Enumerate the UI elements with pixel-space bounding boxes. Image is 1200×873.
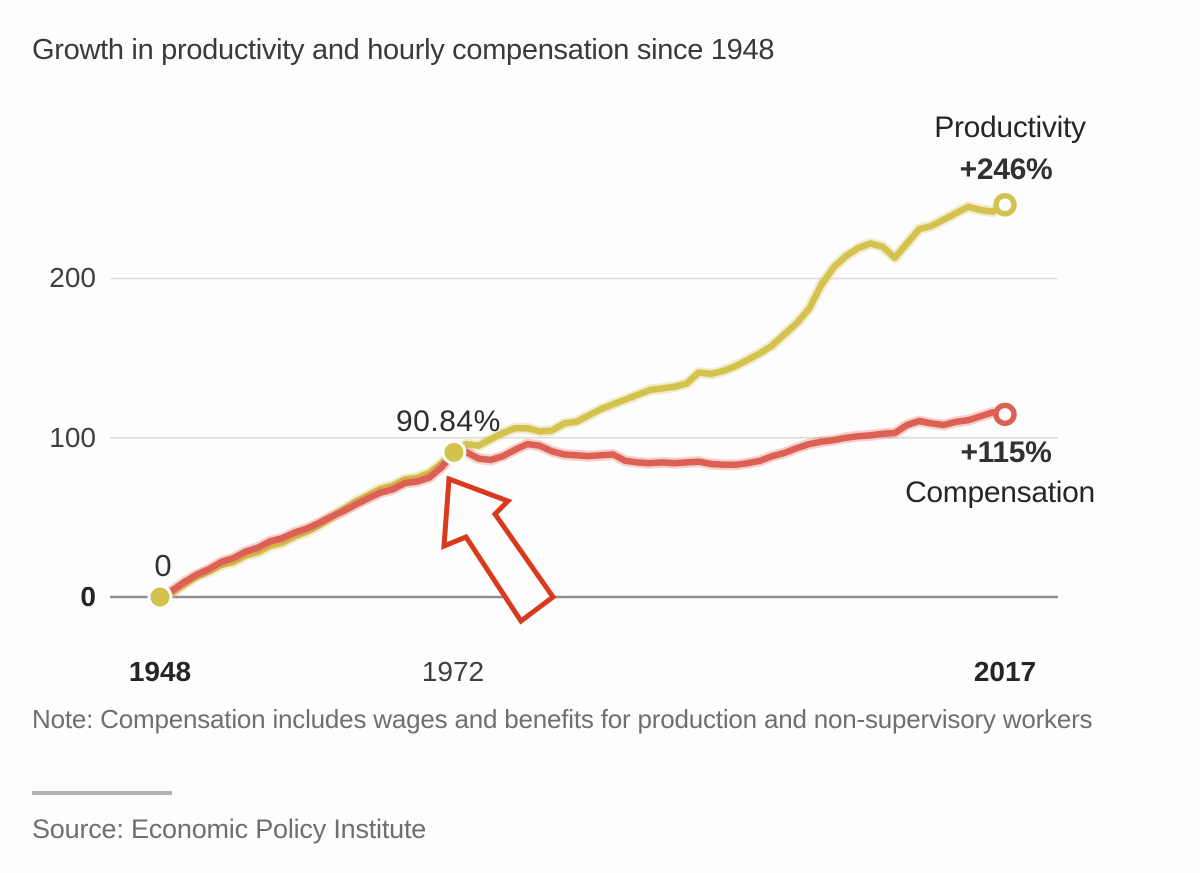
y-tick-200: 200: [49, 262, 96, 293]
x-tick-1948: 1948: [128, 656, 192, 687]
note-text: Note: Compensation includes wages and be…: [32, 704, 1093, 734]
start-point-marker: [147, 584, 173, 610]
compensation-line: [156, 409, 1009, 601]
footer-divider: [32, 791, 172, 795]
compensation-value-label: +115%: [960, 436, 1052, 469]
chart-title: Growth in productivity and hourly compen…: [32, 34, 775, 66]
origin-point-label: 0: [154, 548, 172, 583]
x-tick-2017: 2017: [973, 656, 1037, 687]
productivity-end-marker: [993, 193, 1017, 217]
compensation-series-label: Compensation: [905, 476, 1095, 509]
source-text: Source: Economic Policy Institute: [32, 814, 427, 844]
midpoint-value-label: 90.84%: [396, 405, 501, 438]
productivity-line: [156, 201, 1009, 601]
compensation-line-halo: [154, 406, 1011, 603]
x-tick-1972: 1972: [421, 656, 485, 687]
productivity-series-label: Productivity: [934, 111, 1086, 144]
annotation-arrow: [441, 475, 557, 625]
midpoint-point-marker: [441, 439, 467, 465]
compensation-end-marker: [993, 402, 1017, 427]
y-tick-0: 0: [80, 581, 96, 612]
productivity-value-label: +246%: [959, 153, 1053, 186]
y-tick-100: 100: [49, 422, 96, 453]
